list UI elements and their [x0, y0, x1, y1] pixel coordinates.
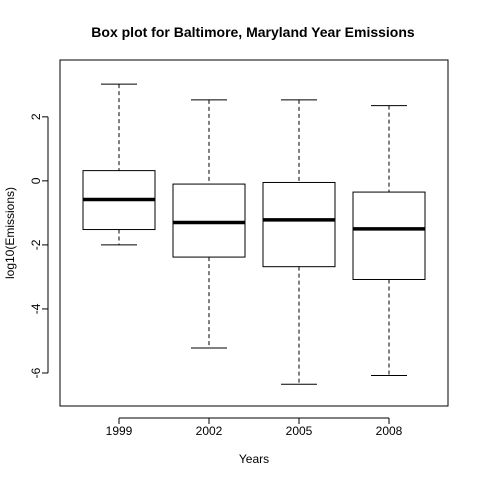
box-2005	[262, 181, 336, 268]
x-axis-label: Years	[239, 452, 269, 466]
plot-area: -6 -4 -2 0 2 1999 2002 2005 2008	[29, 83, 426, 438]
y-tick-label: 0	[29, 177, 43, 184]
x-tick-label: 2008	[376, 424, 403, 438]
x-tick-label: 2002	[196, 424, 223, 438]
box-2002	[172, 183, 246, 258]
y-tick-label: -2	[29, 239, 43, 250]
y-tick-label: -4	[29, 303, 43, 314]
x-tick-label: 2005	[286, 424, 313, 438]
plot-frame	[59, 59, 449, 407]
x-tick-label: 1999	[106, 424, 133, 438]
chart-title: Box plot for Baltimore, Maryland Year Em…	[91, 24, 415, 40]
box-2008	[352, 191, 426, 280]
y-tick-label: -6	[29, 367, 43, 378]
y-axis-label: log10(Emissions)	[3, 187, 17, 279]
y-tick-label: 2	[29, 113, 43, 120]
